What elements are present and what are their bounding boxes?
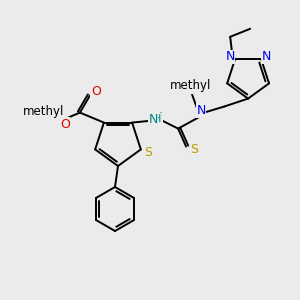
Text: N: N bbox=[148, 113, 158, 126]
Text: methyl: methyl bbox=[169, 79, 211, 92]
Text: methyl: methyl bbox=[45, 109, 50, 111]
Text: methyl: methyl bbox=[23, 105, 64, 118]
Text: N: N bbox=[261, 50, 271, 63]
Text: methyl: methyl bbox=[192, 85, 197, 87]
Text: O: O bbox=[60, 118, 70, 131]
Text: N: N bbox=[148, 112, 158, 125]
Text: N: N bbox=[196, 104, 206, 117]
Text: S: S bbox=[190, 143, 198, 156]
Text: S: S bbox=[144, 146, 152, 159]
Text: H: H bbox=[154, 111, 163, 124]
Text: methyl: methyl bbox=[170, 80, 212, 93]
Text: methyl: methyl bbox=[25, 104, 67, 117]
Text: H: H bbox=[153, 114, 161, 124]
Text: O: O bbox=[91, 85, 101, 98]
Text: N: N bbox=[226, 50, 235, 63]
